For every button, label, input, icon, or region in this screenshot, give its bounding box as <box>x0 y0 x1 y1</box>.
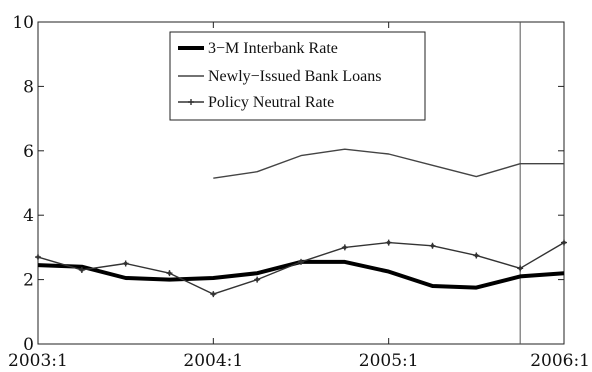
y-tick-label: 10 <box>12 13 34 33</box>
x-tick-label: 2005:1 <box>359 351 419 371</box>
series-point <box>299 260 303 264</box>
x-tick-label: 2003:1 <box>8 351 68 371</box>
series-point <box>518 266 522 271</box>
series-point <box>430 243 435 248</box>
series-point <box>80 268 84 272</box>
legend-label: Newly−Issued Bank Loans <box>208 68 381 85</box>
y-tick-label: 8 <box>23 77 34 97</box>
series-point <box>255 277 259 282</box>
series-point <box>211 292 216 296</box>
series-point <box>562 240 566 245</box>
y-tick-label: 4 <box>23 206 34 226</box>
series-line-1 <box>213 148 564 179</box>
series-point <box>343 245 347 250</box>
x-axis: 2003:1 2004:1 2005:1 2006:1 <box>8 22 590 371</box>
y-axis: 0 2 4 6 8 10 <box>12 13 564 355</box>
y-tick-label: 6 <box>23 142 34 162</box>
series-point <box>36 255 40 259</box>
x-tick-label: 2004:1 <box>183 351 243 371</box>
y-tick-label: 0 <box>23 335 34 355</box>
legend-label: Policy Neutral Rate <box>208 94 334 111</box>
plot-frame <box>37 21 565 345</box>
series-point <box>474 253 479 258</box>
series-line-0 <box>37 259 565 290</box>
legend-label: 3−M Interbank Rate <box>208 40 338 57</box>
series-layer <box>35 22 567 344</box>
legend: 3−M Interbank Rate Newly−Issued Bank Loan… <box>169 31 426 121</box>
x-tick-label: 2006:1 <box>530 351 590 371</box>
legend-box <box>169 31 426 121</box>
series-point <box>167 271 172 275</box>
legend-marker <box>188 99 194 105</box>
series-point <box>123 261 128 266</box>
y-tick-label: 2 <box>23 271 34 291</box>
series-point <box>386 240 391 245</box>
